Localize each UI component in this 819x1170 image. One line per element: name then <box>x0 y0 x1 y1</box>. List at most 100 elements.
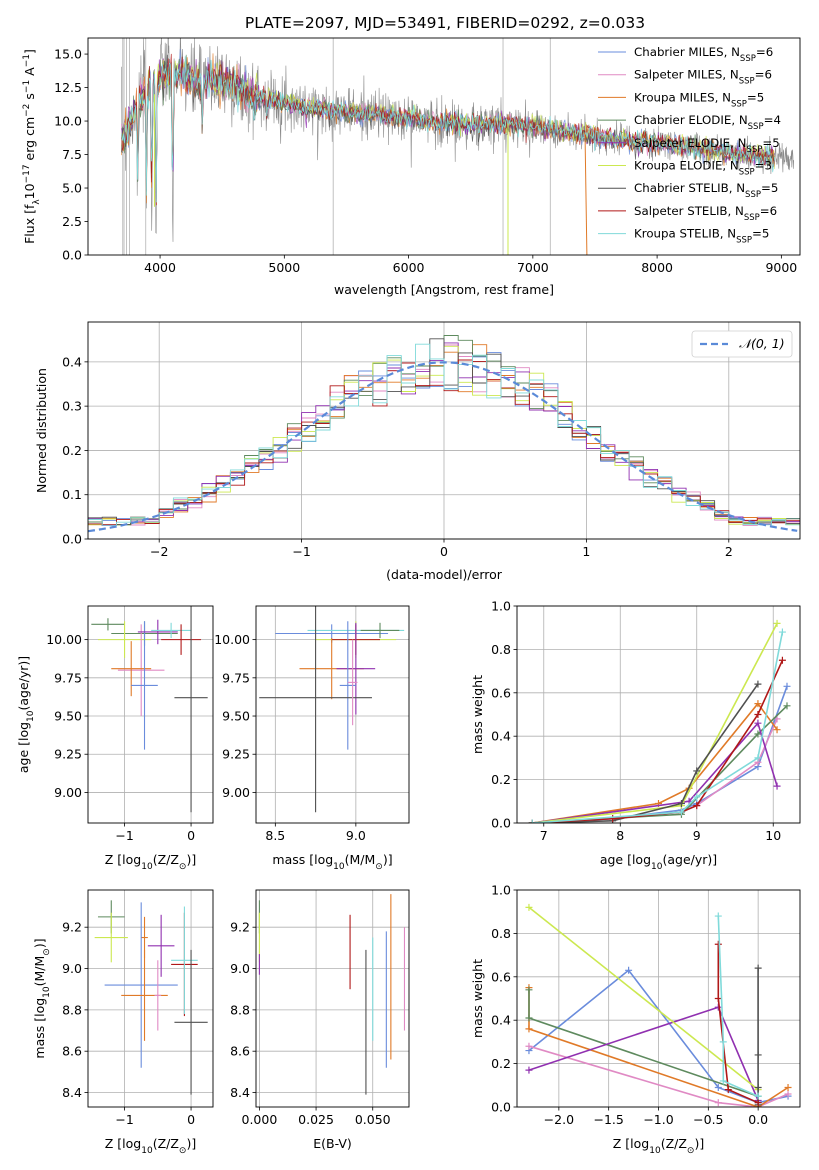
label-part: (Z/Z <box>153 1136 179 1151</box>
weight-marker <box>773 726 781 734</box>
age_vs_mass-xtick-label: 9.0 <box>346 828 366 843</box>
axes-frame <box>255 605 410 824</box>
label-part: −17 <box>22 164 32 183</box>
legend-label: Salpeter MILES, NSSP=6 <box>634 68 772 87</box>
residuals-ytick-label: 0.4 <box>62 354 82 369</box>
weight-line-7 <box>532 659 784 823</box>
age_vs_Z-ticks: −1 0 9.00 9.25 9.50 9.75 10.00 <box>46 632 195 843</box>
legend-label: Kroupa STELIB, NSSP=5 <box>634 227 769 246</box>
age_vs_mass-ytick-label: 9.75 <box>222 670 250 685</box>
age_vs_Z-ytick-label: 9.25 <box>54 747 82 762</box>
label-part: Chabrier MILES, N <box>634 45 740 59</box>
label-part: 10 <box>333 862 345 872</box>
label-part: SSP <box>745 190 761 200</box>
mass_vs_Z-xtick-label: 0 <box>187 1112 195 1127</box>
label-part: (Z/Z <box>153 852 179 867</box>
mass_vs_Z-ytick-label: 8.4 <box>62 1085 82 1100</box>
axis-label: wavelength [Angstrom, rest frame] <box>334 282 554 297</box>
legend-label: Salpeter ELODIE, NSSP=5 <box>634 136 780 155</box>
label-part: =5 <box>761 181 778 195</box>
model-fit-8 <box>121 56 776 203</box>
label-part: Salpeter MILES, N <box>634 68 739 82</box>
label-part: ⊙ <box>179 1146 187 1156</box>
weight-marker <box>754 964 762 972</box>
weight-marker <box>714 995 722 1002</box>
weight_vs_age-ytick-label: 0.6 <box>491 685 511 700</box>
model-fit-6 <box>121 54 775 194</box>
label-part: −2 <box>22 104 32 117</box>
weight-marker <box>719 1038 727 1046</box>
weight-line-8 <box>532 631 784 823</box>
label-part: =5 <box>747 90 764 104</box>
label-part: )] <box>186 1136 196 1151</box>
label-part: Kroupa ELODIE, N <box>634 159 739 173</box>
axis-label: mass [log10(M/M⊙)] <box>32 938 52 1058</box>
spectrum-ytick-label: 0.0 <box>62 248 82 263</box>
normal-curve <box>88 361 798 533</box>
weight-marker <box>754 711 762 718</box>
label-part: SSP <box>740 54 756 64</box>
weight-marker <box>754 700 762 708</box>
weight-marker <box>754 680 762 688</box>
weight-marker <box>714 1083 722 1091</box>
label-part: Chabrier ELODIE, N <box>634 113 748 127</box>
legend-label: Chabrier STELIB, NSSP=5 <box>634 181 778 200</box>
weight_vs_Z-ticks: −2.0 −1.5 −1.0 −0.5 0.0 0.0 0.2 0.4 0.6 0.8 1.0 <box>491 883 768 1128</box>
residuals-ytick-label: 0.0 <box>62 532 82 547</box>
axes-frame <box>87 605 214 824</box>
weight-marker <box>754 1092 762 1100</box>
axis-label: mass [log10(M/M⊙)] <box>272 852 392 872</box>
label-part: ⊙ <box>179 862 187 872</box>
label-part: SSP <box>731 99 747 109</box>
weight-line-1 <box>532 718 778 823</box>
weight-marker <box>754 719 762 727</box>
age_vs_mass-ytick-label: 9.25 <box>222 747 250 762</box>
weight_vs_age-ytick-label: 0.0 <box>491 816 511 831</box>
label-part: Salpeter ELODIE, N <box>634 136 746 150</box>
mass_vs_ebv-ytick-label: 8.8 <box>230 1002 250 1017</box>
weight_vs_Z-xtick-label: −1.0 <box>643 1112 673 1127</box>
label-part: )] <box>694 1136 704 1151</box>
axes-frame <box>516 605 801 824</box>
weight-marker <box>625 966 633 974</box>
spectrum-ytick-label: 15.0 <box>54 47 82 62</box>
label-part: SSP <box>748 122 764 132</box>
label-part: =3 <box>755 159 772 173</box>
label-part: age [log <box>600 852 651 867</box>
weight_vs_age-ytick-label: 0.4 <box>491 729 511 744</box>
axis-label: mass weight <box>470 959 485 1038</box>
mass_vs_Z-ytick-label: 8.8 <box>62 1002 82 1017</box>
label-part: 10 <box>651 862 663 872</box>
label-part: Kroupa STELIB, N <box>634 227 736 241</box>
weight-marker <box>773 619 781 627</box>
weight_vs_Z-xtick-label: −1.5 <box>593 1112 623 1127</box>
spectrum-xtick-label: 8000 <box>641 260 673 275</box>
legend-label: Kroupa MILES, NSSP=5 <box>634 90 764 109</box>
mass_vs_Z-ytick-label: 8.6 <box>62 1044 82 1059</box>
label-part: mass [log <box>272 852 333 867</box>
label-part: SSP <box>736 236 752 246</box>
weight_vs_age-ytick-label: 1.0 <box>491 599 511 614</box>
residuals-xtick-label: 1 <box>582 544 590 559</box>
mass_vs_ebv-plot-area <box>258 894 406 1095</box>
axes-frame <box>87 321 801 540</box>
weight_vs_Z-ytick-label: 0.6 <box>491 969 511 984</box>
label-part: Salpeter STELIB, N <box>634 204 744 218</box>
label-part: 10 <box>26 710 36 722</box>
weight-marker <box>719 1077 727 1085</box>
weight_vs_Z-ytick-label: 0.2 <box>491 1056 511 1071</box>
age_vs_Z-xtick-label: 0 <box>187 828 195 843</box>
weight-marker <box>525 1025 533 1033</box>
weight-marker <box>693 793 701 801</box>
label-part: ] <box>22 49 37 54</box>
label-part: erg cm <box>22 117 37 165</box>
mass_vs_ebv-ytick-label: 8.6 <box>230 1044 250 1059</box>
weight_vs_Z-ytick-label: 1.0 <box>491 883 511 898</box>
model-dropoff <box>584 134 588 255</box>
spectrum-ytick-label: 12.5 <box>54 80 82 95</box>
label-part: (M/M <box>32 956 47 987</box>
label-part: (age/yr)] <box>16 656 31 711</box>
residual-legend-box <box>691 330 793 358</box>
spectrum-ytick-label: 10.0 <box>54 114 82 129</box>
